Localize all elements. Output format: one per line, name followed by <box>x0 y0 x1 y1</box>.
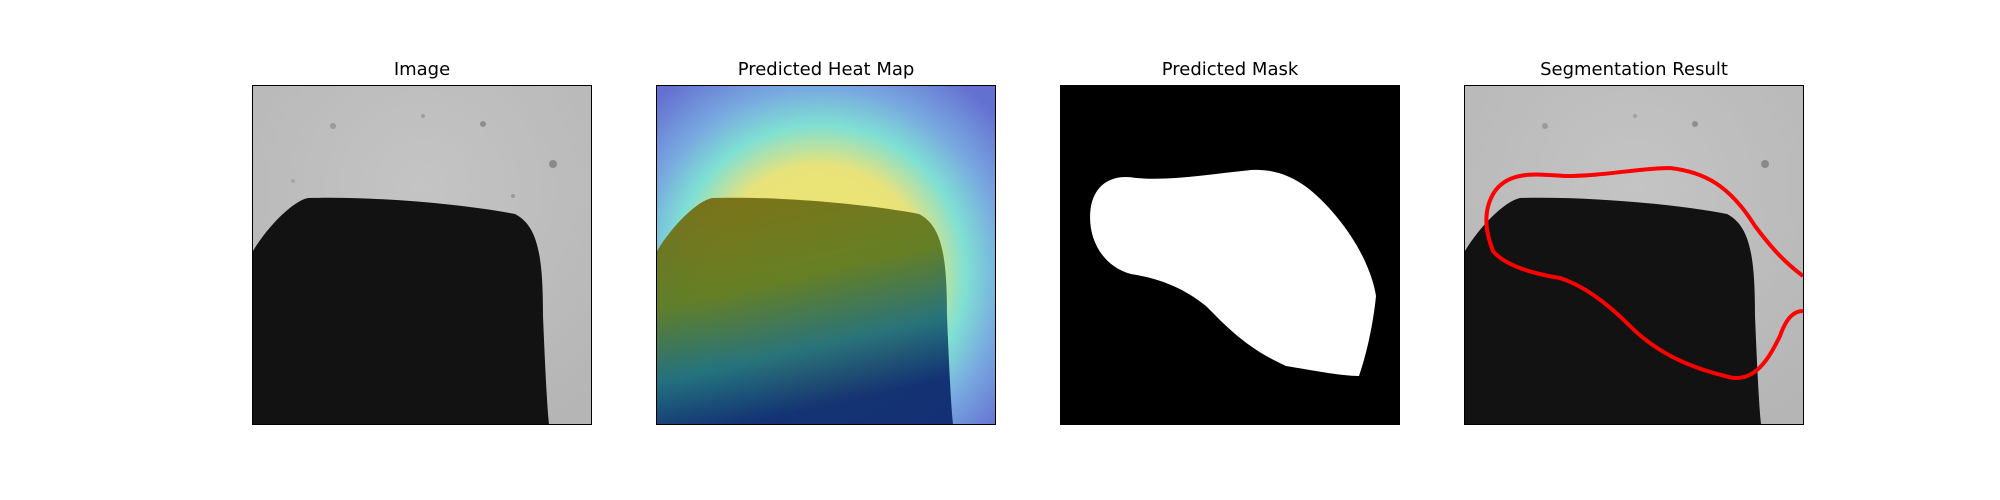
segmentation-image <box>1464 85 1804 425</box>
original-image-graphic <box>253 86 591 424</box>
segmentation-contour-upper <box>1493 165 1803 278</box>
panel-title: Predicted Mask <box>1161 59 1299 80</box>
segmentation-graphic <box>1465 86 1803 424</box>
heat-map-image <box>656 85 996 425</box>
panel-title: Image <box>393 59 451 80</box>
panel-title: Predicted Heat Map <box>737 59 915 80</box>
mask-image <box>1060 85 1400 425</box>
original-image <box>252 85 592 425</box>
heat-map-graphic <box>657 86 995 424</box>
segmentation-contour-lower <box>1484 189 1803 380</box>
mask-graphic <box>1061 86 1399 424</box>
panel-title: Segmentation Result <box>1540 59 1728 80</box>
